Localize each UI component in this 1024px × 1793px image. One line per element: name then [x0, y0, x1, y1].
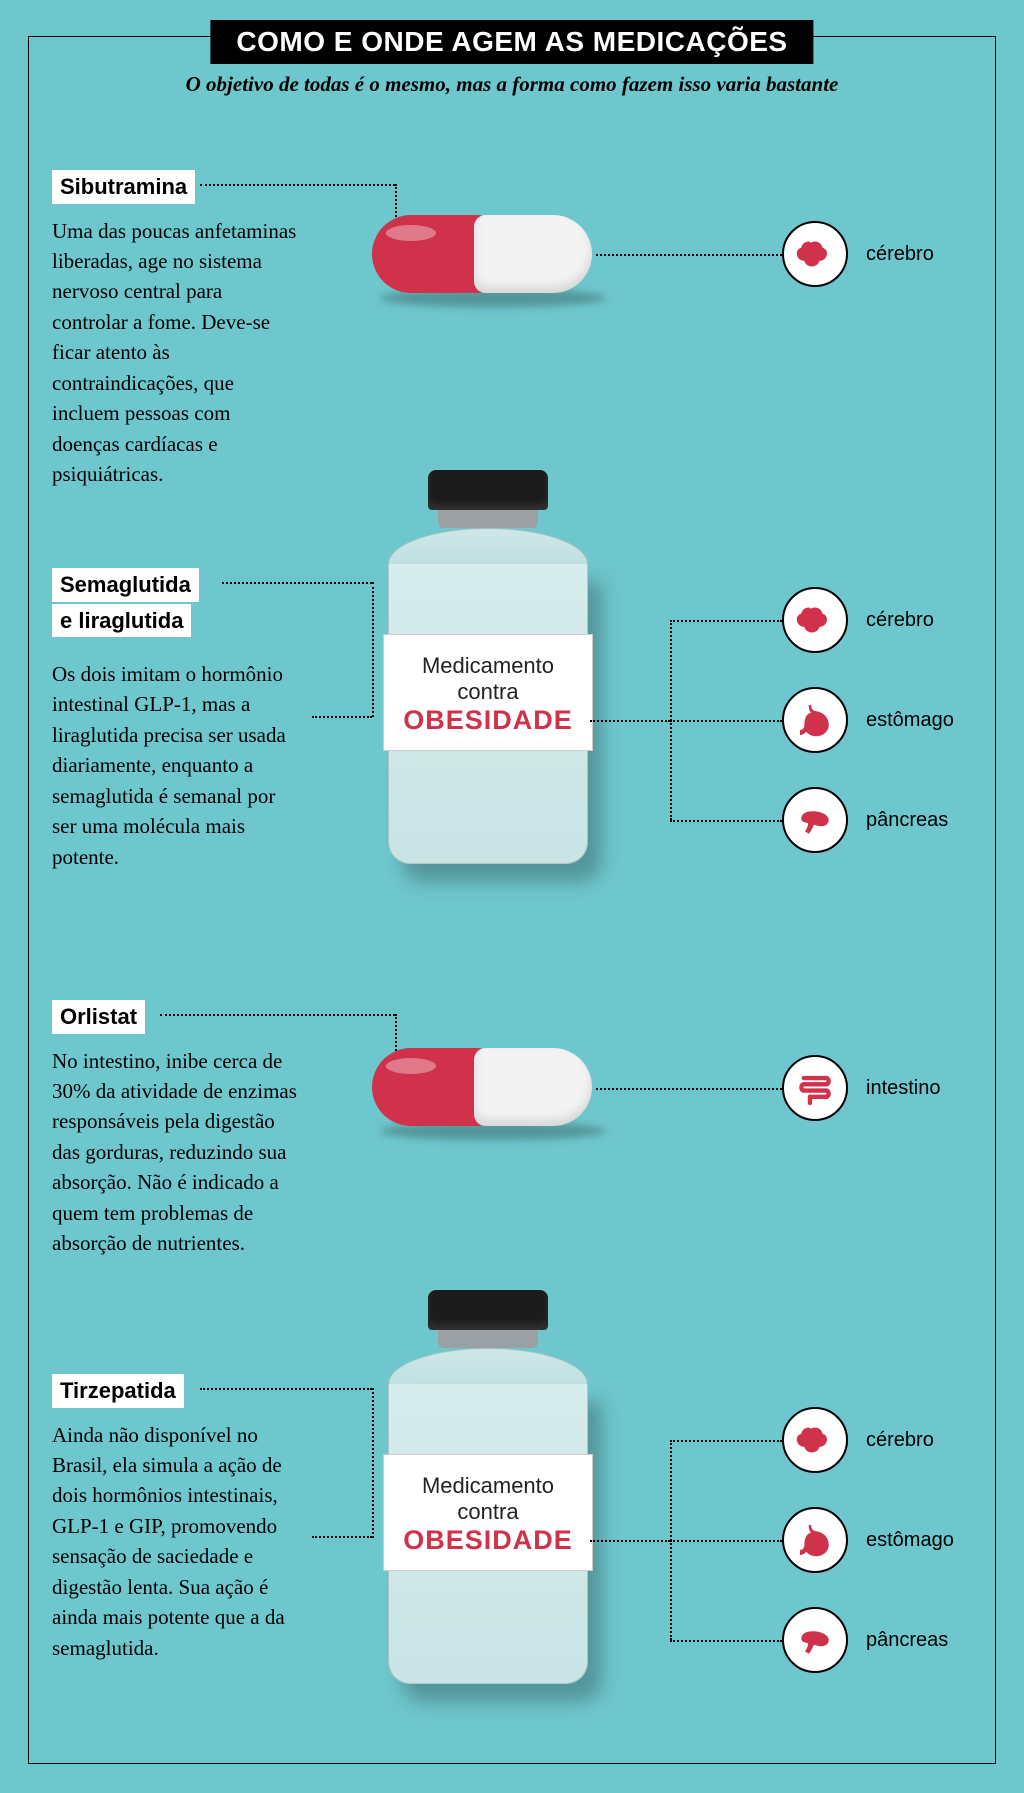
vial-graphic: Medicamento contra OBESIDADE	[368, 470, 608, 864]
section-description: Uma das poucas anfetaminas liberadas, ag…	[52, 216, 302, 490]
brain-icon	[782, 221, 848, 287]
vial-label-line: OBESIDADE	[392, 1525, 584, 1556]
vial-label-line: Medicamento	[392, 653, 584, 679]
intestine-icon	[782, 1055, 848, 1121]
connector	[670, 720, 782, 722]
organ-label: cérebro	[866, 609, 934, 632]
connector	[222, 582, 372, 584]
connector	[670, 820, 782, 822]
section-title: Semaglutida	[52, 568, 199, 602]
connector	[590, 1540, 670, 1542]
organ-cerebro: cérebro	[782, 221, 934, 287]
organ-label: estômago	[866, 709, 954, 732]
brain-icon	[782, 587, 848, 653]
organ-label: estômago	[866, 1529, 954, 1552]
page-subtitle: O objetivo de todas é o mesmo, mas a for…	[62, 72, 962, 97]
pancreas-icon	[782, 787, 848, 853]
section-description: Os dois imitam o hormônio intestinal GLP…	[52, 659, 302, 872]
connector	[312, 1536, 372, 1538]
organ-label: cérebro	[866, 243, 934, 266]
section-description: Ainda não disponível no Brasil, ela simu…	[52, 1420, 302, 1664]
capsule-graphic	[372, 1048, 592, 1126]
connector	[160, 1014, 395, 1016]
vial-label-line: contra	[392, 679, 584, 705]
vial-label-line: contra	[392, 1499, 584, 1525]
section-description: No intestino, inibe cerca de 30% da ativ…	[52, 1046, 302, 1259]
organ-label: pâncreas	[866, 1629, 948, 1652]
vial-label: Medicamento contra OBESIDADE	[383, 634, 593, 751]
connector	[670, 1640, 782, 1642]
connector	[596, 1088, 782, 1090]
stomach-icon	[782, 687, 848, 753]
connector	[670, 620, 782, 622]
connector	[670, 1440, 782, 1442]
section-title: Sibutramina	[52, 170, 195, 204]
organ-estomago: estômago	[782, 687, 954, 753]
organ-cerebro: cérebro	[782, 1407, 934, 1473]
page-title: COMO E ONDE AGEM AS MEDICAÇÕES	[210, 20, 813, 64]
section-title: Tirzepatida	[52, 1374, 184, 1408]
capsule-graphic	[372, 215, 592, 293]
section-title-line2: e liraglutida	[52, 604, 191, 638]
connector	[670, 1540, 782, 1542]
brain-icon	[782, 1407, 848, 1473]
organ-intestino: intestino	[782, 1055, 941, 1121]
vial-label: Medicamento contra OBESIDADE	[383, 1454, 593, 1571]
connector	[596, 254, 782, 256]
organ-cerebro: cérebro	[782, 587, 934, 653]
pancreas-icon	[782, 1607, 848, 1673]
organ-label: cérebro	[866, 1429, 934, 1452]
connector	[200, 184, 395, 186]
vial-graphic: Medicamento contra OBESIDADE	[368, 1290, 608, 1684]
organ-pancreas: pâncreas	[782, 1607, 948, 1673]
connector	[590, 720, 670, 722]
organ-estomago: estômago	[782, 1507, 954, 1573]
vial-label-line: OBESIDADE	[392, 705, 584, 736]
section-title: Orlistat	[52, 1000, 145, 1034]
stomach-icon	[782, 1507, 848, 1573]
vial-label-line: Medicamento	[392, 1473, 584, 1499]
organ-label: pâncreas	[866, 809, 948, 832]
organ-label: intestino	[866, 1077, 941, 1100]
organ-pancreas: pâncreas	[782, 787, 948, 853]
connector	[200, 1388, 372, 1390]
connector	[312, 716, 372, 718]
